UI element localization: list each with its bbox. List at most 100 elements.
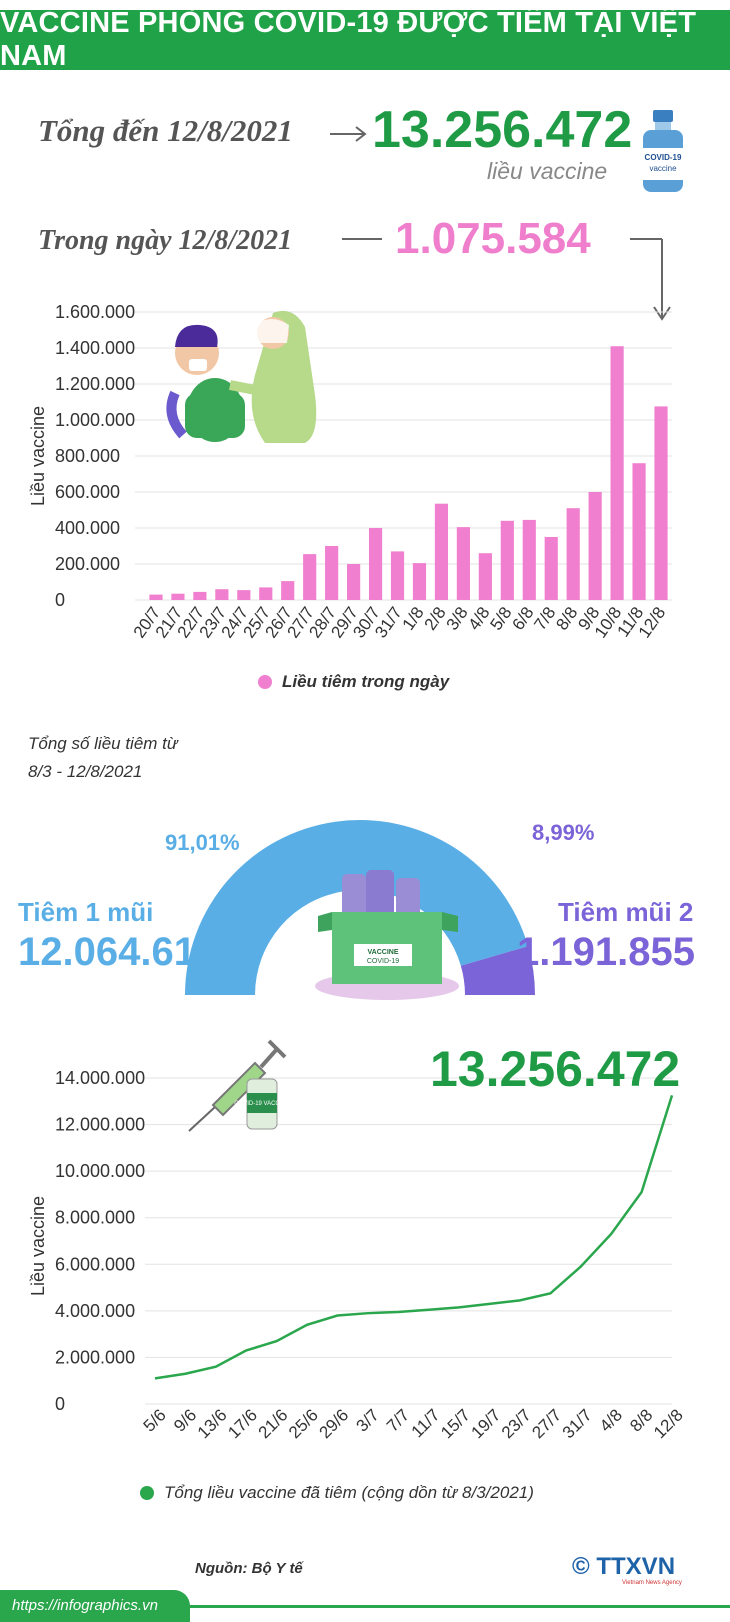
line-legend-label: Tổng liều vaccine đã tiêm (cộng dồn từ 8… xyxy=(164,1483,534,1502)
bar xyxy=(588,492,602,600)
bar xyxy=(347,564,361,600)
svg-text:COVID-19: COVID-19 xyxy=(645,153,682,162)
dose2-label: Tiêm mũi 2 xyxy=(558,897,694,927)
x-tick-label: 7/7 xyxy=(383,1405,413,1435)
y-tick-label: 0 xyxy=(55,590,65,610)
bar xyxy=(434,503,449,600)
bar xyxy=(237,590,251,600)
syringe-illustration: COVID-19 VACCINE xyxy=(188,1039,290,1132)
bar-legend-label: Liều tiêm trong ngày xyxy=(282,672,450,691)
bar xyxy=(566,508,580,600)
x-tick-label: 11/7 xyxy=(408,1405,444,1441)
bar xyxy=(368,528,383,600)
bar xyxy=(632,463,646,600)
bar xyxy=(171,593,185,600)
brand-logo: © TTXVN xyxy=(572,1553,676,1580)
bar xyxy=(325,546,339,600)
x-tick-label: 3/7 xyxy=(353,1405,383,1435)
bar xyxy=(500,520,514,600)
brand-sub: Vietnam News Agency xyxy=(622,1580,682,1586)
y-tick-label: 600.000 xyxy=(55,482,120,502)
page-title: VACCINE PHÒNG COVID-19 ĐƯỢC TIÊM TẠI VIỆ… xyxy=(0,7,730,72)
bar xyxy=(522,519,536,600)
y-tick-label: 8.000.000 xyxy=(55,1208,135,1228)
bar xyxy=(654,406,668,600)
box-label: VACCINE xyxy=(368,949,399,956)
cumulative-final-value: 13.256.472 xyxy=(430,1041,681,1097)
total-label: Tổng đến 12/8/2021 xyxy=(38,113,293,148)
x-tick-label: 5/6 xyxy=(140,1405,170,1435)
bar xyxy=(544,537,558,600)
x-tick-label: 12/8 xyxy=(635,603,670,641)
bar xyxy=(259,587,273,600)
x-tick-label: 31/7 xyxy=(559,1405,596,1442)
svg-text:vaccine: vaccine xyxy=(649,164,677,173)
x-tick-label: 17/6 xyxy=(224,1405,261,1442)
bar xyxy=(193,591,207,600)
total-value: 13.256.472 xyxy=(372,101,633,159)
y-tick-label: 0 xyxy=(55,1394,65,1414)
total-unit: liều vaccine xyxy=(487,158,608,184)
box-sub: COVID-19 xyxy=(367,958,399,965)
slice-percent-label: 8,99% xyxy=(532,820,594,845)
y-tick-label: 200.000 xyxy=(55,554,120,574)
donut-slice xyxy=(185,819,529,995)
bar-legend: Liều tiêm trong ngày xyxy=(258,672,449,692)
y-tick-label: 800.000 xyxy=(55,446,120,466)
vaccine-box-illustration: VACCINE COVID-19 xyxy=(315,870,459,1000)
source-text: Nguồn: Bộ Y tế xyxy=(195,1560,303,1577)
y-tick-label: 2.000.000 xyxy=(55,1347,135,1367)
bar xyxy=(610,346,624,600)
dose-share-chart: 91,01% 8,99% xyxy=(165,819,594,995)
legend-swatch xyxy=(258,675,272,689)
dose1-label: Tiêm 1 mũi xyxy=(18,897,154,927)
y-tick-label: 1.200.000 xyxy=(55,374,135,394)
x-tick-label: 13/6 xyxy=(194,1405,231,1442)
x-tick-label: 27/7 xyxy=(528,1405,565,1442)
y-axis-label: Liều vaccine xyxy=(28,406,48,506)
bar xyxy=(412,563,427,600)
y-tick-label: 400.000 xyxy=(55,518,120,538)
site-url-link[interactable]: https://infographics.vn xyxy=(0,1590,190,1622)
y-tick-label: 6.000.000 xyxy=(55,1254,135,1274)
bar xyxy=(215,589,229,600)
x-tick-label: 15/7 xyxy=(437,1405,474,1442)
x-tick-label: 23/7 xyxy=(498,1405,535,1442)
bar xyxy=(149,594,163,600)
footer-rule xyxy=(190,1605,730,1608)
x-tick-label: 21/6 xyxy=(255,1405,292,1442)
vaccination-illustration xyxy=(166,310,317,443)
y-tick-label: 1.600.000 xyxy=(55,302,135,322)
day-label: Trong ngày 12/8/2021 xyxy=(38,225,293,256)
bar xyxy=(456,527,470,600)
line-legend: Tổng liều vaccine đã tiêm (cộng dồn từ 8… xyxy=(140,1483,534,1503)
legend-swatch xyxy=(140,1486,154,1500)
day-value: 1.075.584 xyxy=(395,214,591,263)
y-tick-label: 4.000.000 xyxy=(55,1301,135,1321)
syringe-vial-text: COVID-19 VACCINE xyxy=(234,1101,290,1107)
y-axis-label: Liều vaccine xyxy=(28,1196,48,1296)
bar xyxy=(281,581,295,600)
y-tick-label: 1.400.000 xyxy=(55,338,135,358)
slice-percent-label: 91,01% xyxy=(165,830,240,855)
x-tick-label: 19/7 xyxy=(468,1405,505,1442)
bar xyxy=(478,553,492,600)
cumulative-line-chart: 0 2.000.000 4.000.000 6.000.000 8.000.000 10.… xyxy=(28,1068,687,1442)
x-tick-label: 29/6 xyxy=(315,1405,352,1442)
cumulative-series-line xyxy=(154,1094,674,1380)
vaccine-vial-icon: COVID-19 vaccine xyxy=(643,110,683,192)
x-tick-label: 4/8 xyxy=(596,1405,626,1435)
dose1-value: 12.064.617 xyxy=(18,930,219,974)
daily-bar-chart: 0 200.000 400.000 600.000 800.000 1.000.000 1.… xyxy=(28,302,672,641)
donut-slice xyxy=(460,946,535,995)
bar xyxy=(390,551,405,600)
donut-title: Tổng số liều tiêm từ 8/3 - 12/8/2021 xyxy=(28,734,178,781)
bar xyxy=(303,554,317,600)
x-tick-label: 12/8 xyxy=(650,1405,687,1442)
y-tick-label: 1.000.000 xyxy=(55,410,135,430)
arrow-right-icon xyxy=(330,126,367,142)
dose2-value: 1.191.855 xyxy=(517,930,695,974)
day-connector xyxy=(342,238,671,321)
x-tick-label: 25/6 xyxy=(285,1405,322,1442)
y-tick-label: 12.000.000 xyxy=(55,1115,145,1135)
